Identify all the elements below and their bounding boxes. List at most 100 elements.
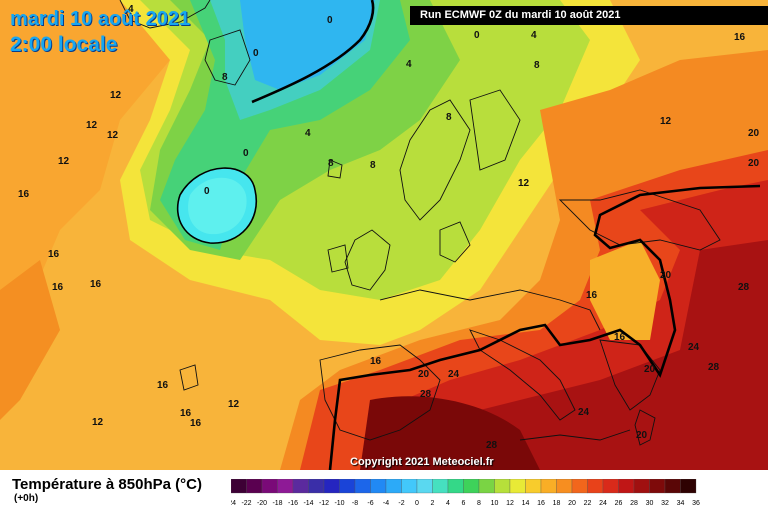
- contour-label: 16: [157, 380, 169, 391]
- scale-tick-label: -20: [257, 500, 267, 507]
- scale-swatch: [277, 479, 294, 494]
- field-16-atlantic: [0, 0, 180, 330]
- contour-label: 12: [660, 116, 672, 127]
- scale-tick-label: -18: [272, 500, 282, 507]
- scale-swatch: [680, 479, 697, 494]
- scale-tick-label: 2: [431, 500, 435, 507]
- field-cold-core: [188, 177, 247, 235]
- scale-tick-label: 6: [462, 500, 466, 507]
- field-0-2: [240, 0, 375, 90]
- scale-tick-label: 36: [692, 500, 700, 507]
- scale-swatch: [339, 479, 356, 494]
- field-30-plus: [360, 396, 540, 470]
- scale-swatch: [354, 479, 371, 494]
- scale-swatch: [602, 479, 619, 494]
- model-run-banner: Run ECMWF 0Z du mardi 10 août 2021: [410, 6, 768, 25]
- contour-label: 16: [180, 408, 192, 419]
- contour-label: 20: [644, 364, 656, 375]
- contour-label: 12: [86, 120, 98, 131]
- contour-label: 8: [222, 72, 228, 83]
- contour-label: 28: [486, 440, 498, 451]
- scale-tick-label: -4: [383, 500, 389, 507]
- contour-label: 16: [190, 418, 202, 429]
- scale-swatch: [231, 479, 247, 494]
- scale-swatch: [587, 479, 604, 494]
- contour-label: 8: [534, 60, 540, 71]
- scale-tick-label: 34: [677, 500, 685, 507]
- legend-title: Température à 850hPa (°C): [12, 476, 202, 493]
- contour-label: 28: [738, 282, 750, 293]
- contour-label: 28: [420, 389, 432, 400]
- scale-swatch: [432, 479, 449, 494]
- scale-tick-label: 24: [599, 500, 607, 507]
- scale-swatch: [385, 479, 402, 494]
- scale-tick-label: 4: [446, 500, 450, 507]
- contour-label: 0: [253, 48, 259, 59]
- scale-tick-label: 30: [646, 500, 654, 507]
- scale-tick-label: -14: [303, 500, 313, 507]
- contour-label: 16: [734, 32, 746, 43]
- scale-swatch: [447, 479, 464, 494]
- scale-tick-label: 26: [615, 500, 623, 507]
- scale-tick-label: -6: [367, 500, 373, 507]
- contour-label: 4: [128, 4, 134, 15]
- scale-tick-label: -2: [398, 500, 404, 507]
- scale-tick-label: -12: [319, 500, 329, 507]
- scale-tick-label: -22: [241, 500, 251, 507]
- contour-label: 12: [107, 130, 119, 141]
- contour-label: 8: [370, 160, 376, 171]
- contour-label: 16: [52, 282, 64, 293]
- contour-label: 0: [243, 148, 249, 159]
- contour-label: 16: [90, 279, 102, 290]
- contour-label: 20: [748, 128, 760, 139]
- scale-tick-label: 18: [553, 500, 561, 507]
- scale-tick-label: 20: [568, 500, 576, 507]
- scale-swatch: [478, 479, 495, 494]
- contour-label: 12: [58, 156, 70, 167]
- scale-tick-label: 10: [491, 500, 499, 507]
- map-date-title: mardi 10 août 2021: [10, 8, 191, 30]
- scale-swatch: [540, 479, 557, 494]
- contour-label: 4: [406, 59, 412, 70]
- scale-swatch: [463, 479, 480, 494]
- scale-swatch: [370, 479, 387, 494]
- contour-label: 12: [110, 90, 122, 101]
- contour-label: 16: [18, 189, 30, 200]
- scale-tick-label: 28: [630, 500, 638, 507]
- scale-swatch: [664, 479, 681, 494]
- major-contours: [176, 0, 761, 470]
- contour-label: 0: [474, 30, 480, 41]
- scale-tick-label: 8: [477, 500, 481, 507]
- contour-labels: 0 0 0 0 0 4 4 4 4 8 8 8 8 8 12 12 12 12 …: [18, 4, 760, 451]
- scale-tick-label: -8: [352, 500, 358, 507]
- scale-swatch: [246, 479, 263, 494]
- temperature-map: 0 0 0 0 0 4 4 4 4 8 8 8 8 8 12 12 12 12 …: [0, 0, 768, 470]
- contour-label: 20: [748, 158, 760, 169]
- copyright-notice: Copyright 2021 Meteociel.fr: [350, 456, 494, 468]
- scale-swatch: [261, 479, 278, 494]
- contour-label: 4: [305, 128, 311, 139]
- scale-tick-label: 12: [506, 500, 514, 507]
- scale-swatch: [556, 479, 573, 494]
- contour-label: 16: [586, 290, 598, 301]
- scale-tick-label: 16: [537, 500, 545, 507]
- contour-label: 28: [708, 362, 720, 373]
- contour-label: 16: [614, 332, 626, 343]
- scale-tick-label: 14: [522, 500, 530, 507]
- legend-subtitle: (+0h): [14, 493, 39, 504]
- scale-tick-label: 0: [415, 500, 419, 507]
- field-18-atlantic: [0, 260, 60, 420]
- scale-swatch: [571, 479, 588, 494]
- contour-label: 24: [688, 342, 700, 353]
- scale-tick-label: 22: [584, 500, 592, 507]
- scale-tick-label: -16: [288, 500, 298, 507]
- scale-swatch: [292, 479, 309, 494]
- map-local-time: 2:00 locale: [10, 33, 118, 56]
- scale-swatch: [525, 479, 542, 494]
- contour-label: 20: [636, 430, 648, 441]
- scale-swatch: [509, 479, 526, 494]
- scale-swatch: [633, 479, 650, 494]
- scale-swatch: [416, 479, 433, 494]
- contour-label: 16: [48, 249, 60, 260]
- contour-label: 24: [578, 407, 590, 418]
